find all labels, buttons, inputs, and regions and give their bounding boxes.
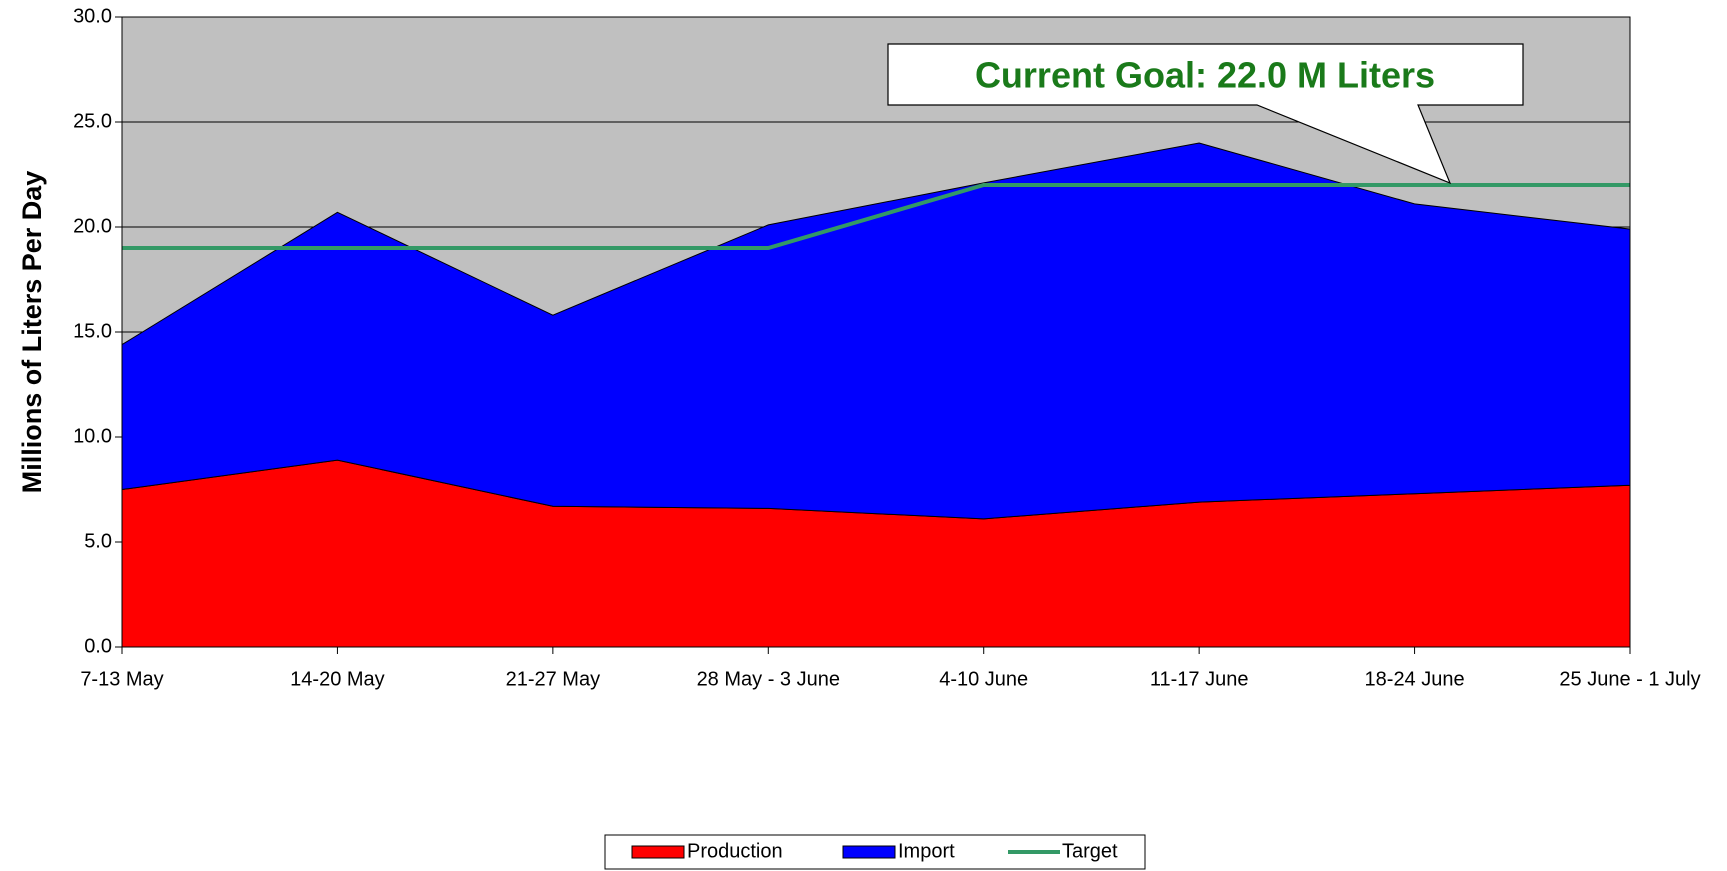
y-tick-label: 20.0 [73,215,112,237]
y-tick-label: 30.0 [73,5,112,27]
x-tick-label: 7-13 May [80,668,163,690]
x-tick-label: 25 June - 1 July [1559,668,1700,690]
y-axis-label: Millions of Liters Per Day [17,171,47,494]
legend-swatch [631,845,685,859]
annotation: Current Goal: 22.0 M Liters [975,55,1435,96]
x-tick-label: 28 May - 3 June [697,668,840,690]
x-tick-label: 4-10 June [939,668,1028,690]
y-tick-label: 10.0 [73,425,112,447]
x-tick-label: 18-24 June [1365,668,1465,690]
y-tick-label: 0.0 [84,635,112,657]
x-tick-label: 11-17 June [1150,668,1249,690]
x-tick-label: 21-27 May [506,668,601,690]
x-tick-label: 14-20 May [290,668,385,690]
callout [887,43,1524,185]
y-tick-label: 15.0 [73,320,112,342]
legend-label: Production [687,840,783,862]
legend-label: Target [1062,840,1118,862]
legend-label: Import [898,840,955,862]
legend-swatch [842,845,896,859]
y-tick-label: 5.0 [84,530,112,552]
plot-border [121,16,1631,648]
target-line [122,183,1630,250]
y-tick-label: 25.0 [73,110,112,132]
